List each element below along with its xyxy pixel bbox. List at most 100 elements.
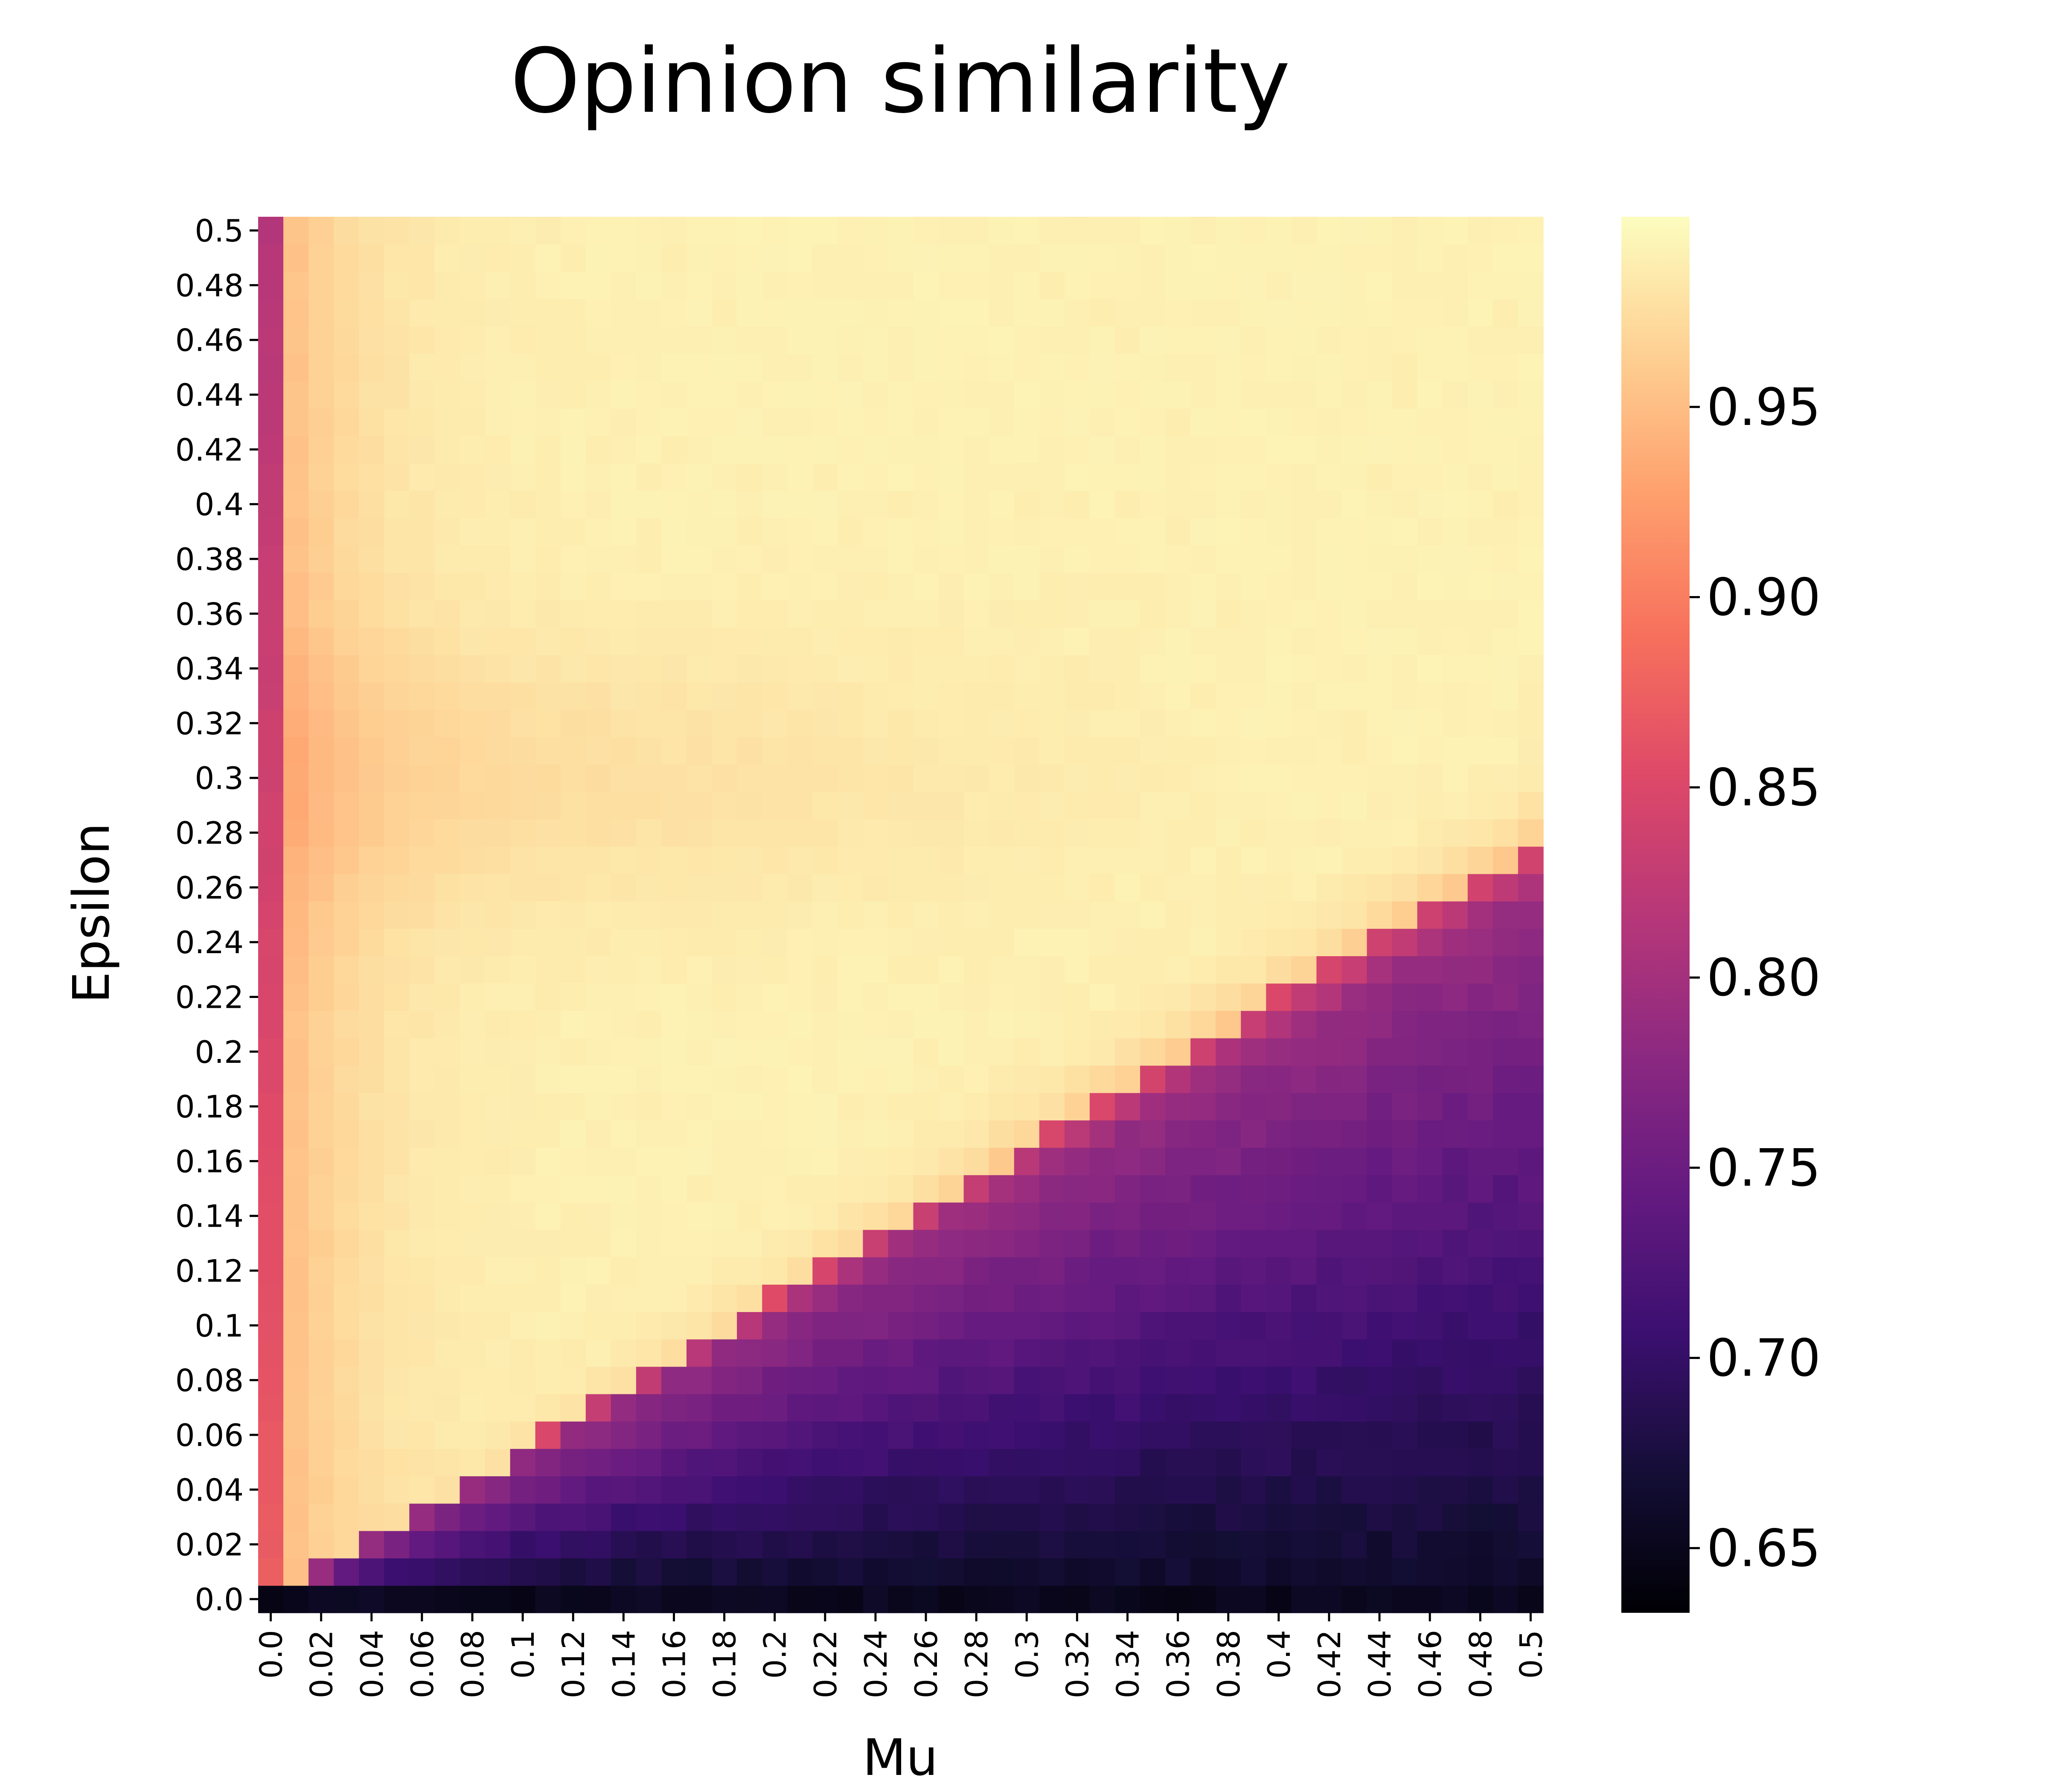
heatmap-cell — [1064, 299, 1090, 327]
heatmap-cell — [1190, 901, 1216, 929]
heatmap-cell — [812, 1339, 838, 1367]
heatmap-cell — [1442, 600, 1468, 628]
heatmap-cell — [989, 326, 1015, 354]
heatmap-cell — [535, 1558, 561, 1586]
heatmap-cell — [1367, 1558, 1393, 1586]
heatmap-cell — [888, 764, 914, 792]
heatmap-cell — [384, 463, 410, 491]
heatmap-cell — [1316, 545, 1342, 573]
heatmap-cell — [611, 764, 637, 792]
heatmap-cell — [1165, 1202, 1191, 1230]
heatmap-cell — [1392, 682, 1418, 710]
heatmap-cell — [308, 764, 334, 792]
heatmap-cell — [1241, 326, 1267, 354]
heatmap-cell — [712, 217, 737, 244]
heatmap-cell — [661, 873, 687, 902]
heatmap-cell — [1140, 956, 1166, 984]
heatmap-cell — [1140, 1476, 1166, 1504]
heatmap-cell — [989, 791, 1015, 820]
heatmap-cell — [787, 819, 813, 847]
heatmap-cell — [611, 1530, 637, 1559]
heatmap-cell — [409, 353, 435, 381]
heatmap-cell — [1039, 764, 1065, 792]
heatmap-cell — [460, 353, 486, 381]
heatmap-cell — [863, 463, 889, 491]
heatmap-cell — [384, 1585, 410, 1613]
heatmap-cell — [359, 1120, 385, 1148]
heatmap-cell — [258, 545, 284, 573]
heatmap-cell — [611, 709, 637, 737]
heatmap-cell — [1089, 901, 1115, 929]
heatmap-cell — [409, 1147, 435, 1175]
heatmap-cell — [963, 928, 989, 957]
heatmap-cell — [1165, 901, 1191, 929]
heatmap-cell — [308, 1257, 334, 1285]
heatmap-cell — [737, 490, 762, 518]
heatmap-cell — [308, 846, 334, 874]
heatmap-cell — [1115, 901, 1140, 929]
heatmap-cell — [510, 709, 536, 737]
heatmap-cell — [1241, 408, 1267, 436]
heatmap-cell — [787, 709, 813, 737]
heatmap-cell — [1518, 490, 1544, 518]
heatmap-cell — [1241, 1366, 1267, 1394]
heatmap-cell — [409, 600, 435, 628]
heatmap-cell — [787, 1038, 813, 1066]
heatmap-cell — [535, 956, 561, 984]
heatmap-cell — [1467, 545, 1493, 573]
heatmap-cell — [913, 1312, 939, 1340]
heatmap-cell — [1316, 1558, 1342, 1586]
heatmap-cell — [1492, 956, 1519, 984]
heatmap-cell — [409, 1339, 435, 1367]
heatmap-cell — [863, 1585, 889, 1613]
heatmap-cell — [1417, 381, 1443, 409]
heatmap-cell — [737, 791, 762, 820]
heatmap-cell — [510, 1503, 536, 1531]
heatmap-cell — [762, 573, 788, 600]
heatmap-cell — [1165, 463, 1191, 491]
heatmap-cell — [611, 1120, 637, 1148]
heatmap-cell — [1518, 545, 1544, 573]
x-tick-label: 0.22 — [808, 1630, 844, 1698]
heatmap-cell — [938, 1229, 964, 1257]
heatmap-cell — [787, 1393, 813, 1422]
heatmap-cell — [1291, 682, 1317, 710]
heatmap-cell — [485, 1038, 511, 1066]
heatmap-cell — [1216, 1038, 1242, 1066]
heatmap-cell — [359, 545, 385, 573]
heatmap-cell — [485, 983, 511, 1011]
heatmap-cell — [1341, 736, 1367, 765]
heatmap-cell — [1140, 244, 1166, 272]
heatmap-cell — [1266, 1147, 1292, 1175]
heatmap-cell — [863, 655, 889, 683]
heatmap-cell — [1266, 1339, 1292, 1367]
heatmap-cell — [258, 1503, 284, 1531]
heatmap-cell — [963, 353, 989, 381]
heatmap-cell — [1014, 573, 1040, 600]
heatmap-cell — [1467, 436, 1493, 464]
heatmap-cell — [611, 271, 637, 300]
heatmap-cell — [1115, 1257, 1140, 1285]
heatmap-cell — [1417, 545, 1443, 573]
heatmap-cell — [1241, 381, 1267, 409]
heatmap-cell — [283, 983, 309, 1011]
heatmap-cell — [359, 682, 385, 710]
heatmap-cell — [787, 573, 813, 600]
heatmap-cell — [1190, 490, 1216, 518]
y-tick-label: 0.38 — [175, 541, 244, 577]
heatmap-cell — [661, 819, 687, 847]
heatmap-cell — [1442, 545, 1468, 573]
heatmap-cell — [636, 573, 662, 600]
heatmap-cell — [963, 1175, 989, 1203]
heatmap-cell — [560, 1175, 586, 1203]
heatmap-cell — [1216, 819, 1242, 847]
heatmap-cell — [485, 1120, 511, 1148]
heatmap-cell — [888, 1120, 914, 1148]
heatmap-cell — [308, 1585, 334, 1613]
heatmap-cell — [963, 1312, 989, 1340]
heatmap-cell — [1115, 791, 1140, 820]
heatmap-cell — [938, 490, 964, 518]
heatmap-cell — [611, 1065, 637, 1093]
heatmap-cell — [687, 545, 712, 573]
heatmap-cell — [838, 709, 864, 737]
